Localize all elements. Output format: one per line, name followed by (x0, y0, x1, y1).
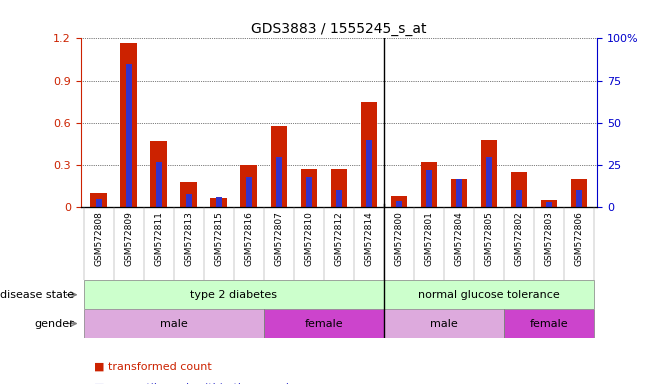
Text: gender: gender (34, 318, 74, 329)
Bar (391, 196, 407, 207)
Text: GSM572805: GSM572805 (484, 211, 494, 266)
Bar (336, 190, 342, 207)
Text: normal glucose tolerance: normal glucose tolerance (418, 290, 560, 300)
Text: GSM572802: GSM572802 (515, 211, 523, 266)
Text: GSM572812: GSM572812 (334, 211, 344, 266)
Text: ■ transformed count: ■ transformed count (94, 362, 211, 372)
Bar (156, 162, 162, 207)
Text: GSM572807: GSM572807 (274, 211, 283, 266)
Text: GSM572816: GSM572816 (244, 211, 253, 266)
Bar (186, 194, 192, 207)
Bar (396, 200, 402, 207)
Text: GSM572811: GSM572811 (154, 211, 163, 266)
Bar (270, 126, 287, 207)
Bar (240, 165, 257, 207)
Text: female: female (530, 318, 568, 329)
Text: GSM572804: GSM572804 (454, 211, 464, 266)
Bar (511, 172, 527, 207)
Bar (246, 177, 252, 207)
Bar (426, 170, 432, 207)
Title: GDS3883 / 1555245_s_at: GDS3883 / 1555245_s_at (251, 22, 427, 36)
Bar (576, 190, 582, 207)
Bar (421, 162, 437, 207)
Bar (384, 309, 504, 338)
Bar (215, 197, 221, 207)
Text: type 2 diabetes: type 2 diabetes (190, 290, 277, 300)
Text: GSM572809: GSM572809 (124, 211, 133, 266)
Bar (360, 102, 377, 207)
Bar (384, 280, 595, 309)
Text: male: male (430, 318, 458, 329)
Bar (264, 309, 384, 338)
Bar (571, 179, 587, 207)
Bar (125, 64, 132, 207)
Bar (91, 193, 107, 207)
Text: GSM572815: GSM572815 (214, 211, 223, 266)
Text: GSM572806: GSM572806 (574, 211, 584, 266)
Text: GSM572803: GSM572803 (545, 211, 554, 266)
Bar (95, 199, 101, 207)
Text: GSM572800: GSM572800 (395, 211, 403, 266)
Bar (516, 190, 522, 207)
Text: GSM572801: GSM572801 (425, 211, 433, 266)
Bar (456, 179, 462, 207)
Text: male: male (160, 318, 187, 329)
Bar (150, 141, 167, 207)
Bar (451, 179, 467, 207)
Bar (83, 280, 384, 309)
Bar (276, 157, 282, 207)
Text: GSM572813: GSM572813 (184, 211, 193, 266)
Text: GSM572814: GSM572814 (364, 211, 373, 266)
Bar (486, 157, 492, 207)
Bar (120, 43, 137, 207)
Bar (211, 197, 227, 207)
Text: female: female (305, 318, 343, 329)
Bar (546, 202, 552, 207)
Text: GSM572810: GSM572810 (305, 211, 313, 266)
Text: ■ percentile rank within the sample: ■ percentile rank within the sample (94, 383, 296, 384)
Bar (541, 200, 558, 207)
Bar (301, 169, 317, 207)
Bar (331, 169, 347, 207)
Bar (306, 177, 312, 207)
Bar (180, 182, 197, 207)
Bar (83, 309, 264, 338)
Bar (504, 309, 595, 338)
Bar (366, 140, 372, 207)
Text: GSM572808: GSM572808 (94, 211, 103, 266)
Bar (481, 140, 497, 207)
Text: disease state: disease state (0, 290, 74, 300)
